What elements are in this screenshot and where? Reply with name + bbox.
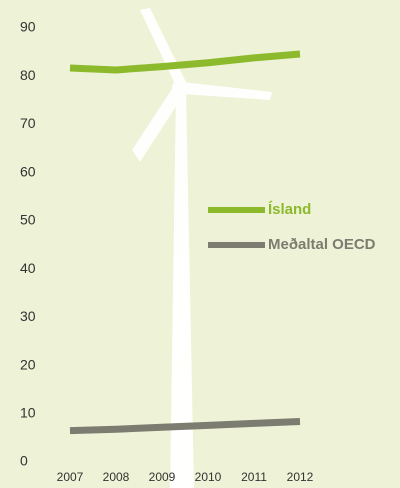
x-tick-label: 2010 bbox=[195, 470, 222, 484]
x-tick-label: 2007 bbox=[57, 470, 84, 484]
y-tick-label: 40 bbox=[20, 260, 36, 276]
line bbox=[69, 417, 301, 435]
y-tick-label: 80 bbox=[20, 67, 36, 83]
y-tick-label: 30 bbox=[20, 308, 36, 324]
y-tick-label: 20 bbox=[20, 356, 36, 372]
y-tick-label: 0 bbox=[20, 453, 28, 469]
y-tick-label: 10 bbox=[20, 404, 36, 420]
legend-label: Ísland bbox=[268, 201, 311, 218]
line bbox=[69, 50, 301, 74]
legend-label: Meðaltal OECD bbox=[268, 236, 376, 253]
x-tick-label: 2008 bbox=[103, 470, 130, 484]
y-tick-label: 70 bbox=[20, 115, 36, 131]
y-tick-label: 90 bbox=[20, 19, 36, 35]
x-tick-label: 2011 bbox=[241, 470, 267, 484]
x-tick-label: 2009 bbox=[149, 470, 176, 484]
y-tick-label: 50 bbox=[20, 212, 36, 228]
y-tick-label: 60 bbox=[20, 163, 36, 179]
x-tick-label: 2012 bbox=[287, 470, 314, 484]
